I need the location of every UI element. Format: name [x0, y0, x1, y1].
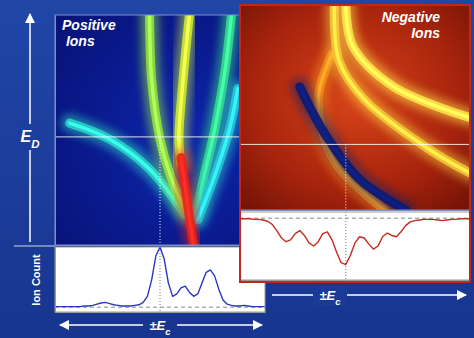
label-main: ±E — [149, 318, 165, 333]
reference-line-horizontal — [240, 144, 470, 145]
baseline — [240, 218, 470, 219]
label-subscript: c — [335, 297, 341, 307]
title-line: Ions — [407, 25, 440, 41]
chart-svg: Positive IonsEDIon Count±EcNegative Ions… — [0, 0, 474, 338]
label-background — [16, 124, 46, 150]
label-background — [143, 316, 177, 336]
branch — [181, 158, 194, 245]
branch — [181, 158, 194, 245]
panel-title: Negative Ions — [382, 9, 441, 41]
plot-background — [55, 15, 265, 245]
page-background — [0, 0, 474, 338]
negative-panel-backing — [240, 5, 470, 282]
branch — [179, 15, 190, 165]
branch — [179, 15, 190, 165]
x-axis-title: ±Ec — [319, 288, 341, 307]
reference-line-vertical — [160, 247, 161, 312]
trace-line — [55, 247, 265, 307]
plot-background — [240, 5, 470, 210]
trace-panel — [55, 247, 266, 313]
panel-title: Positive Ions — [62, 17, 116, 49]
branch — [334, 5, 470, 173]
reference-line-vertical — [345, 144, 346, 210]
marks — [55, 15, 265, 245]
branch — [300, 87, 406, 210]
trace-panel — [240, 212, 471, 281]
reference-line-vertical — [160, 137, 161, 245]
branch — [346, 5, 470, 118]
y-axis-title: ED — [21, 128, 40, 150]
title-line: Negative — [382, 9, 441, 25]
reference-line-vertical — [345, 212, 346, 280]
plot-frame — [240, 5, 470, 210]
branch — [198, 89, 238, 220]
branch — [300, 87, 406, 210]
label-subscript: c — [165, 327, 171, 337]
heatmap-panel: Positive Ions — [55, 15, 266, 246]
marks — [240, 5, 470, 210]
branch — [300, 87, 406, 210]
x-axis-title: ±Ec — [149, 318, 171, 337]
branch — [198, 89, 238, 220]
label-main: ±E — [319, 288, 335, 303]
title-line: Ions — [62, 33, 95, 49]
branch — [346, 5, 470, 118]
plot-background — [55, 247, 265, 312]
label-subscript: D — [31, 138, 39, 150]
trace-line — [240, 219, 470, 265]
plot-frame — [55, 247, 265, 312]
y-axis-title: Ion Count — [30, 254, 42, 306]
marks — [240, 212, 470, 280]
marks — [55, 247, 265, 312]
ec-arrow — [272, 294, 466, 296]
label-rule — [14, 246, 55, 247]
heatmap-panel: Negative Ions — [240, 5, 471, 211]
label-background — [313, 286, 347, 306]
branch — [346, 5, 470, 118]
branch — [179, 15, 190, 165]
branch — [181, 158, 194, 245]
negative-panel-border — [240, 5, 470, 282]
plot-background — [240, 212, 470, 280]
branch — [334, 5, 470, 173]
plot-frame — [240, 212, 470, 280]
chart-root: Positive IonsEDIon Count±EcNegative Ions… — [0, 0, 474, 338]
title-line: Positive — [62, 17, 116, 33]
branch — [198, 89, 238, 220]
branch — [334, 5, 470, 173]
plot-frame — [55, 15, 265, 245]
